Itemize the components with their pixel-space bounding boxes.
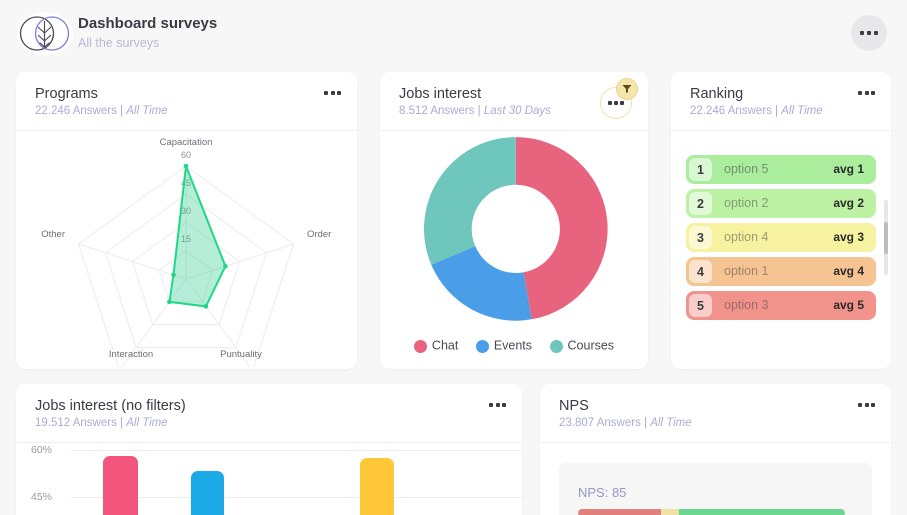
svg-text:60: 60 (181, 150, 191, 160)
svg-text:Other: Other (41, 229, 65, 240)
svg-text:Order: Order (307, 229, 331, 240)
svg-text:Interaction: Interaction (109, 349, 153, 360)
svg-text:Capacitation: Capacitation (160, 137, 213, 148)
svg-text:Puntuality: Puntuality (220, 349, 262, 360)
